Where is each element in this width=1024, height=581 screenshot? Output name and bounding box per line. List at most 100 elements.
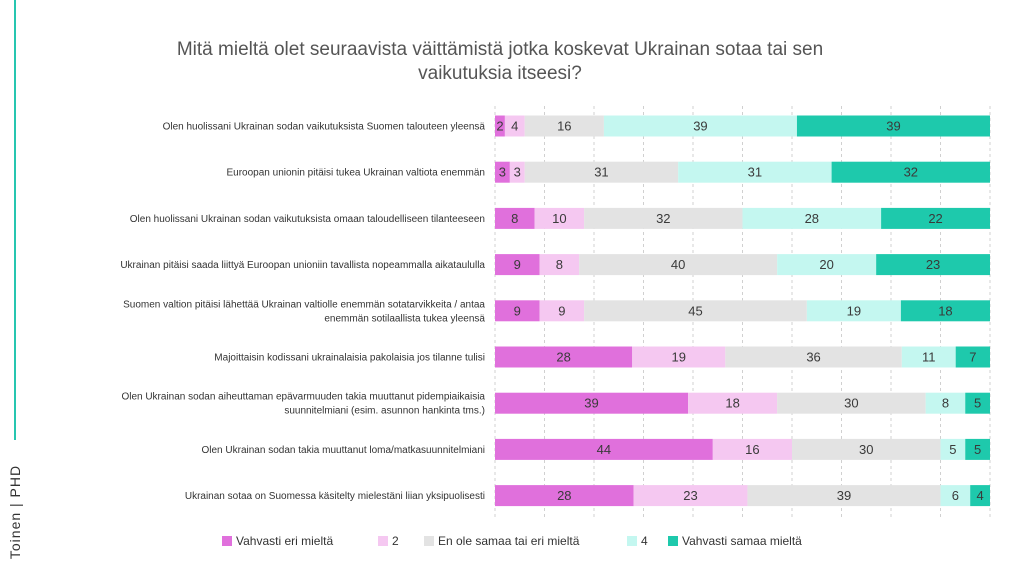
data-label: 22 <box>928 211 942 226</box>
bar-segment <box>725 346 902 368</box>
data-label: 31 <box>748 165 762 180</box>
data-label: 2 <box>496 119 503 134</box>
bar-segment <box>504 115 525 137</box>
bar-segment <box>584 207 743 229</box>
data-label: 3 <box>514 165 521 180</box>
bar-segment <box>777 392 926 414</box>
category-label: Olen huolissani Ukrainan sodan vaikutuks… <box>130 214 485 225</box>
bar-segment <box>965 438 990 460</box>
bar-segment <box>632 346 726 368</box>
data-label: 28 <box>557 488 571 503</box>
bar-segment <box>901 346 956 368</box>
data-label: 8 <box>942 396 949 411</box>
legend-entry: En ole samaa tai eri mieltä <box>438 534 580 548</box>
legend-swatch <box>627 536 637 546</box>
data-label: 6 <box>952 488 959 503</box>
data-label: 18 <box>725 396 739 411</box>
data-label: 28 <box>556 350 570 365</box>
data-label: 10 <box>552 211 566 226</box>
bar-segment <box>742 207 882 229</box>
bar-segment <box>688 392 778 414</box>
bar-segment <box>940 485 971 507</box>
data-label: 32 <box>656 211 670 226</box>
bar-segment <box>900 300 990 322</box>
bar-segment <box>603 115 797 137</box>
data-label: 3 <box>499 165 506 180</box>
data-label: 44 <box>597 442 611 457</box>
brand-accent-line <box>14 0 16 440</box>
bar-segment <box>965 392 990 414</box>
bar-segment <box>584 300 807 322</box>
data-label: 16 <box>745 442 759 457</box>
category-label: Ukrainan pitäisi saada liittyä Euroopan … <box>120 260 485 271</box>
legend-swatch <box>222 536 232 546</box>
bar-segment <box>524 115 604 137</box>
category-label: Majoittaisin kodissani ukrainalaisia pak… <box>214 353 485 364</box>
data-label: 9 <box>514 303 521 318</box>
chart-title: Mitä mieltä olet seuraavista väittämistä… <box>176 39 824 84</box>
data-label: 36 <box>806 350 820 365</box>
data-label: 18 <box>938 303 952 318</box>
data-label: 39 <box>693 119 707 134</box>
bar-segment <box>806 300 901 322</box>
category-label: Olen Ukrainan sodan aiheuttaman epävarmu… <box>121 392 485 403</box>
bar-segment <box>495 392 689 414</box>
bar-segment <box>509 161 525 183</box>
bar-segment <box>831 161 990 183</box>
bar-segment <box>796 115 990 137</box>
legend-entry: 4 <box>641 534 648 548</box>
bar-segment <box>747 485 941 507</box>
data-label: 45 <box>688 303 702 318</box>
brand-logo: Toinen | PHD <box>2 452 28 572</box>
bar-segment <box>881 207 990 229</box>
data-label: 5 <box>974 396 981 411</box>
category-label: Euroopan unionin pitäisi tukea Ukrainan … <box>227 168 486 179</box>
legend-entry: Vahvasti eri mieltä <box>236 534 333 548</box>
brand-logo-text: Toinen | PHD <box>7 464 24 560</box>
legend-entry: Vahvasti samaa mieltä <box>682 534 802 548</box>
data-label: 9 <box>514 257 521 272</box>
bar-segment <box>495 115 505 137</box>
data-label: 11 <box>922 350 936 365</box>
data-label: 39 <box>886 119 900 134</box>
legend-entry: 2 <box>392 534 399 548</box>
bar-segment <box>495 300 540 322</box>
category-label: Olen huolissani Ukrainan sodan vaikutuks… <box>163 122 486 133</box>
data-label: 4 <box>511 119 518 134</box>
bar-segment <box>524 161 679 183</box>
bar-segment <box>539 254 580 276</box>
bar-segment <box>534 207 585 229</box>
data-label: 4 <box>976 488 983 503</box>
bar-segment <box>579 254 778 276</box>
legend-swatch <box>668 536 678 546</box>
data-label: 9 <box>558 303 565 318</box>
data-label: 28 <box>805 211 819 226</box>
bar-segment <box>495 207 535 229</box>
data-label: 23 <box>683 488 697 503</box>
data-label: 30 <box>859 442 873 457</box>
data-label: 16 <box>557 119 571 134</box>
bar-segment <box>495 485 634 507</box>
bar-segment <box>633 485 748 507</box>
data-label: 39 <box>837 488 851 503</box>
legend-swatch <box>424 536 434 546</box>
bar-segment <box>876 254 990 276</box>
bar-segment <box>495 346 633 368</box>
legend-swatch <box>378 536 388 546</box>
data-label: 30 <box>844 396 858 411</box>
data-label: 20 <box>819 257 833 272</box>
category-label: Olen Ukrainan sodan takia muuttanut loma… <box>202 445 486 456</box>
data-label: 23 <box>926 257 940 272</box>
data-label: 7 <box>969 350 976 365</box>
category-label: Ukrainan sotaa on Suomessa käsitelty mie… <box>185 491 485 502</box>
bar-segment <box>495 161 510 183</box>
category-label: Suomen valtion pitäisi lähettää Ukrainan… <box>123 299 485 310</box>
bar-segment <box>940 438 966 460</box>
bar-segment <box>925 392 966 414</box>
bar-segment <box>678 161 832 183</box>
data-label: 5 <box>974 442 981 457</box>
bar-segment <box>970 485 990 507</box>
data-label: 39 <box>584 396 598 411</box>
data-label: 31 <box>594 165 608 180</box>
